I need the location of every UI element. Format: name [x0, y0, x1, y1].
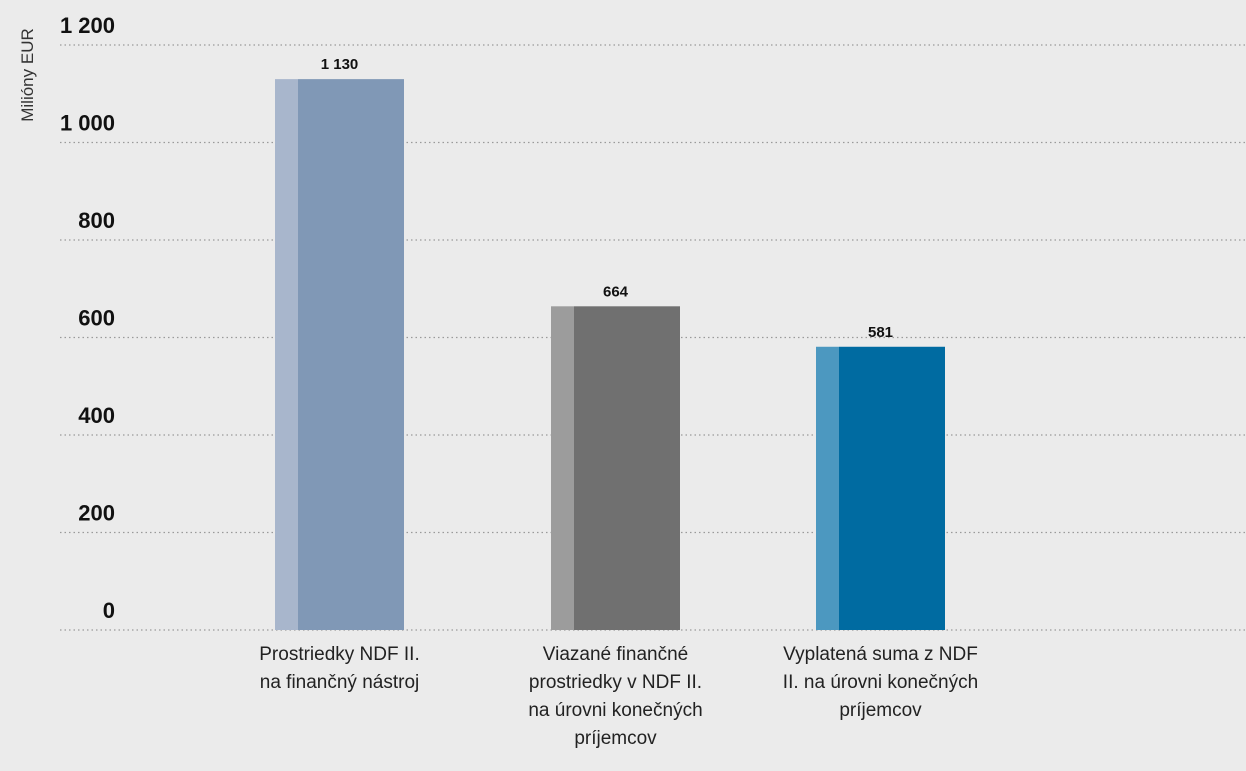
- y-tick-label: 600: [78, 306, 115, 331]
- x-tick-label-line: na finančný nástroj: [260, 672, 420, 693]
- data-labels: 1 130 664 581: [321, 56, 893, 341]
- y-tick-label: 200: [78, 501, 115, 526]
- bar-side-face: [551, 306, 574, 630]
- x-tick-label-line: II. na úrovni konečných: [783, 672, 978, 693]
- x-tick-label: Viazané finančné prostriedky v NDF II. na …: [528, 644, 702, 749]
- y-axis-label: Milióny EUR: [18, 28, 37, 122]
- bars: [275, 79, 945, 630]
- x-tick-label-line: príjemcov: [574, 728, 657, 749]
- bar: [275, 79, 404, 630]
- y-tick-label: 400: [78, 403, 115, 428]
- bar-front-face: [574, 306, 680, 630]
- y-axis-ticks: 0 200 400 600 800 1 000 1 200: [60, 13, 115, 623]
- data-label: 581: [868, 324, 893, 341]
- bar-side-face: [275, 79, 298, 630]
- y-tick-label: 1 000: [60, 111, 115, 136]
- bar-side-face: [816, 346, 839, 630]
- bar: [551, 306, 680, 630]
- x-tick-label: Vyplatená suma z NDF II. na úrovni konečn…: [783, 644, 978, 721]
- x-tick-label: Prostriedky NDF II. na finančný nástroj: [259, 644, 419, 693]
- x-tick-label-line: príjemcov: [839, 700, 922, 721]
- x-tick-label-line: prostriedky v NDF II.: [529, 672, 702, 693]
- y-tick-label: 0: [103, 598, 115, 623]
- x-tick-label-line: Viazané finančné: [543, 644, 688, 665]
- x-tick-label-line: Vyplatená suma z NDF: [783, 644, 978, 665]
- y-tick-label: 800: [78, 208, 115, 233]
- data-label: 664: [603, 283, 629, 300]
- y-tick-label: 1 200: [60, 13, 115, 38]
- x-tick-label-line: Prostriedky NDF II.: [259, 644, 419, 665]
- data-label: 1 130: [321, 56, 359, 73]
- x-axis-ticks: Prostriedky NDF II. na finančný nástroj Vi…: [259, 644, 978, 749]
- bar: [816, 346, 945, 630]
- bar-front-face: [298, 79, 404, 630]
- x-tick-label-line: na úrovni konečných: [528, 700, 702, 721]
- bar-front-face: [839, 346, 945, 630]
